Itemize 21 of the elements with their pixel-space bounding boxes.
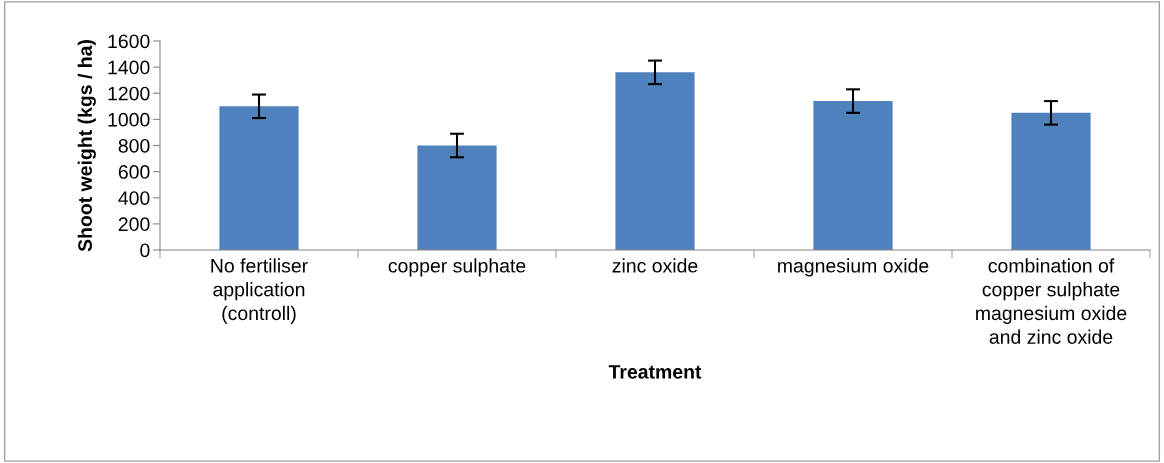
bar bbox=[813, 101, 893, 250]
y-tick-label: 600 bbox=[118, 165, 150, 179]
bar bbox=[615, 72, 695, 250]
y-tick-label: 0 bbox=[140, 243, 150, 258]
y-tick-label: 1000 bbox=[108, 112, 150, 127]
bar bbox=[219, 106, 299, 250]
x-tick-label: magnesium oxide bbox=[778, 258, 929, 277]
y-tick-label: 200 bbox=[118, 217, 150, 232]
bar bbox=[1011, 112, 1091, 250]
y-tick-label: 800 bbox=[118, 138, 150, 153]
x-tick-label: zinc oxide bbox=[612, 258, 698, 273]
y-axis-title: Shoot weight (kgs / ha) bbox=[77, 40, 96, 252]
y-tick-label: 1400 bbox=[108, 60, 150, 75]
x-tick-label: No fertiliser application (controll) bbox=[211, 258, 308, 324]
y-tick-label: 400 bbox=[118, 191, 150, 205]
x-tick-label: copper sulphate bbox=[388, 258, 526, 277]
bar bbox=[417, 145, 497, 250]
x-tick-label: combination of copper sulphate magnesium oxide and zinc oxide bbox=[976, 258, 1127, 344]
y-tick-label: 1200 bbox=[108, 86, 150, 101]
x-axis-title: Treatment bbox=[608, 365, 702, 379]
y-tick-label: 1600 bbox=[108, 34, 150, 49]
